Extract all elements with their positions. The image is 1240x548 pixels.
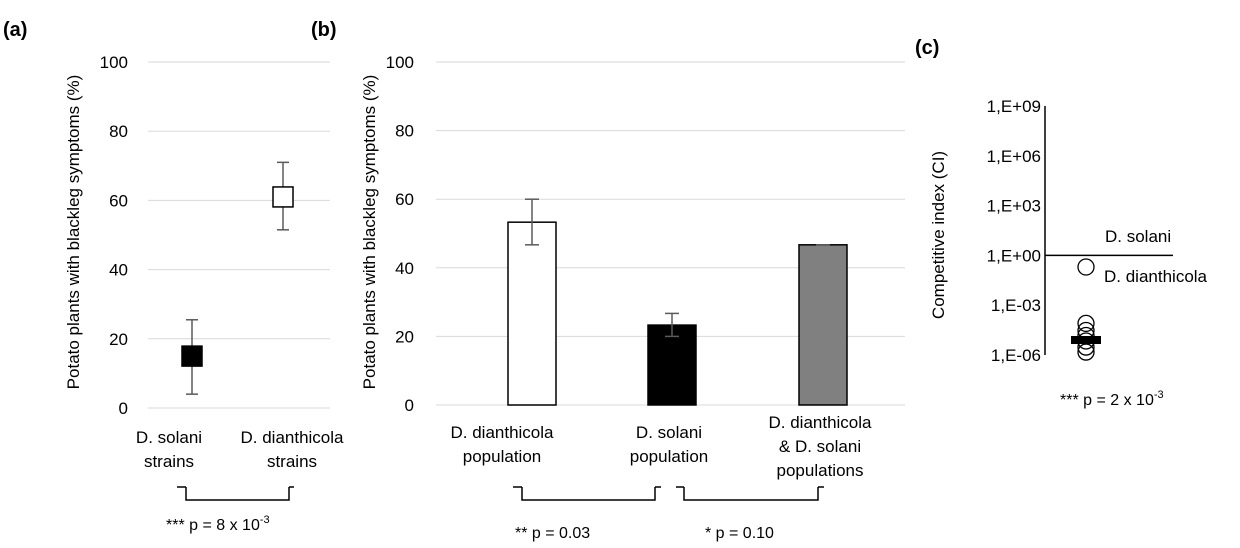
y-tick-label-b: 60 xyxy=(395,190,414,209)
y-tick-label-a: 80 xyxy=(109,122,128,141)
significance-label-b2: * p = 0.10 xyxy=(705,525,774,542)
significance-bracket-b1 xyxy=(513,486,661,501)
panel-label-a: (a) xyxy=(3,19,27,41)
category-label-b-2-line1: D. solani xyxy=(636,423,702,442)
y-tick-label-c: 1,E+06 xyxy=(987,147,1041,166)
data-point-c-7 xyxy=(1077,343,1095,361)
panel-label-c: (c) xyxy=(915,37,939,59)
data-point-a-2 xyxy=(272,186,294,208)
category-label-a-2-line1: D. dianthicola xyxy=(240,428,344,447)
annotation-dianthicola: D. dianthicola xyxy=(1104,267,1208,286)
significance-label-c: *** p = 2 x 10-3 xyxy=(1060,389,1164,409)
y-tick-label-a: 100 xyxy=(100,53,128,72)
significance-bracket-b2 xyxy=(676,486,824,501)
bar-b-3 xyxy=(798,244,848,406)
data-point-a-1 xyxy=(181,345,203,367)
data-point-c-6 xyxy=(1077,338,1095,356)
category-label-b-3-line1: D. dianthicola xyxy=(768,413,872,432)
annotation-solani: D. solani xyxy=(1105,227,1171,246)
category-label-b-1-line2: population xyxy=(463,447,541,466)
y-tick-label-c: 1,E+00 xyxy=(987,246,1041,265)
y-tick-label-c: 1,E+03 xyxy=(987,197,1041,216)
category-label-b-3-line3: populations xyxy=(777,461,864,480)
y-tick-label-c: 1,E-06 xyxy=(991,346,1041,365)
data-point-c-1 xyxy=(1077,258,1095,276)
y-tick-label-b: 0 xyxy=(405,396,414,415)
y-tick-label-a: 40 xyxy=(109,261,128,280)
significance-label-b1: ** p = 0.03 xyxy=(515,525,590,542)
category-label-b-2-line2: population xyxy=(630,447,708,466)
y-tick-label-b: 20 xyxy=(395,327,414,346)
y-tick-label-b: 80 xyxy=(395,122,414,141)
y-axis-label-a: Potato plants with blackleg symptoms (%) xyxy=(64,75,83,390)
y-tick-label-b: 40 xyxy=(395,259,414,278)
category-label-b-1-line1: D. dianthicola xyxy=(450,423,554,442)
y-axis-label-b: Potato plants with blackleg symptoms (%) xyxy=(360,75,379,390)
panel-label-b: (b) xyxy=(311,19,337,41)
y-tick-label-b: 100 xyxy=(386,53,414,72)
significance-label-a: *** p = 8 x 10-3 xyxy=(166,514,270,534)
y-tick-label-c: 1,E+09 xyxy=(987,97,1041,116)
category-label-a-2-line2: strains xyxy=(267,452,317,471)
data-point-c-5 xyxy=(1077,332,1095,350)
y-tick-label-c: 1,E-03 xyxy=(991,296,1041,315)
y-tick-label-a: 0 xyxy=(119,399,128,418)
y-axis-label-c: Competitive index (CI) xyxy=(929,151,948,319)
data-point-c-2 xyxy=(1077,314,1095,333)
category-label-b-3-line2: & D. solani xyxy=(779,437,861,456)
category-label-a-1-line1: D. solani xyxy=(136,428,202,447)
category-label-a-1-line2: strains xyxy=(144,452,194,471)
bar-b-1 xyxy=(507,221,557,406)
y-tick-label-a: 60 xyxy=(109,191,128,210)
significance-bracket-a xyxy=(177,486,294,501)
y-tick-label-a: 20 xyxy=(109,330,128,349)
